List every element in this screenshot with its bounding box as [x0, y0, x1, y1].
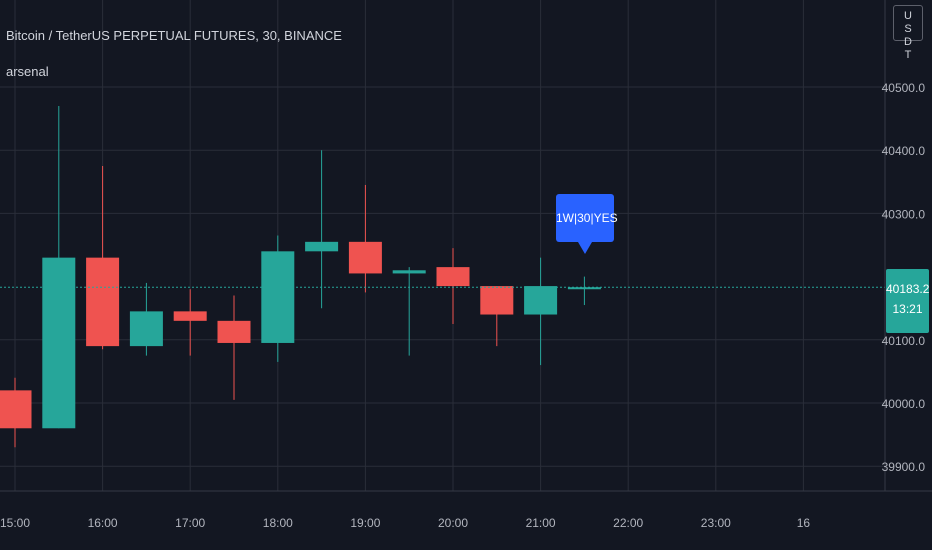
- time-tick-label: 22:00: [613, 516, 643, 530]
- candle[interactable]: [173, 289, 207, 356]
- candle-body: [436, 267, 470, 287]
- candle-body: [392, 270, 426, 274]
- time-tick-label: 16:00: [88, 516, 118, 530]
- time-axis[interactable]: 15:00 16:00 17:00 18:00 19:00 20:00 21:00 22:00…: [0, 516, 810, 530]
- current-price-value: 40183.2: [886, 282, 930, 296]
- price-tick-label: 40500.0: [882, 81, 926, 95]
- candle[interactable]: [129, 282, 163, 356]
- current-price-tag: 40183.2 13:21: [886, 269, 929, 333]
- candle-body: [129, 311, 163, 347]
- candle[interactable]: [305, 150, 339, 309]
- candle-body: [305, 241, 339, 252]
- indicator-label[interactable]: arsenal: [6, 64, 49, 79]
- chart-title: Bitcoin / TetherUS PERPETUAL FUTURES, 30…: [6, 28, 342, 43]
- time-tick-label: 21:00: [526, 516, 556, 530]
- candle-body: [217, 320, 251, 343]
- time-tick-label: 15:00: [0, 516, 30, 530]
- time-tick-label: 20:00: [438, 516, 468, 530]
- candle[interactable]: [567, 276, 601, 306]
- time-tick-label: 19:00: [350, 516, 380, 530]
- candles[interactable]: [0, 105, 601, 448]
- candle-body: [86, 257, 120, 347]
- annotation-label[interactable]: 1W|30|YES: [556, 194, 618, 254]
- price-tick-label: 40100.0: [882, 334, 926, 348]
- candle-body: [42, 257, 76, 429]
- candle[interactable]: [0, 377, 32, 448]
- candle[interactable]: [217, 295, 251, 400]
- price-tick-label: 40400.0: [882, 144, 926, 158]
- candle[interactable]: [392, 267, 426, 356]
- candle-body: [348, 241, 382, 274]
- candle[interactable]: [436, 248, 470, 324]
- time-tick-label: 18:00: [263, 516, 293, 530]
- candle[interactable]: [524, 257, 558, 366]
- candle-body: [0, 390, 32, 429]
- candle[interactable]: [86, 166, 120, 350]
- candle[interactable]: [261, 235, 295, 362]
- candle-body: [173, 311, 207, 321]
- price-tick-label: 39900.0: [882, 460, 926, 474]
- candle-body: [261, 251, 295, 343]
- candle[interactable]: [42, 105, 76, 429]
- candle[interactable]: [480, 286, 514, 347]
- time-tick-label: 23:00: [701, 516, 731, 530]
- time-tick-label: 17:00: [175, 516, 205, 530]
- price-axis[interactable]: 39900.0 40000.0 40100.0 40300.0 40400.0 40500…: [882, 81, 926, 474]
- candle-body: [524, 286, 558, 315]
- candle[interactable]: [348, 184, 382, 293]
- price-tick-label: 40000.0: [882, 397, 926, 411]
- candle-body: [480, 286, 514, 315]
- candle-body: [567, 287, 601, 290]
- price-tick-label: 40300.0: [882, 207, 926, 221]
- bar-countdown: 13:21: [892, 302, 923, 316]
- time-tick-label: 16: [797, 516, 811, 530]
